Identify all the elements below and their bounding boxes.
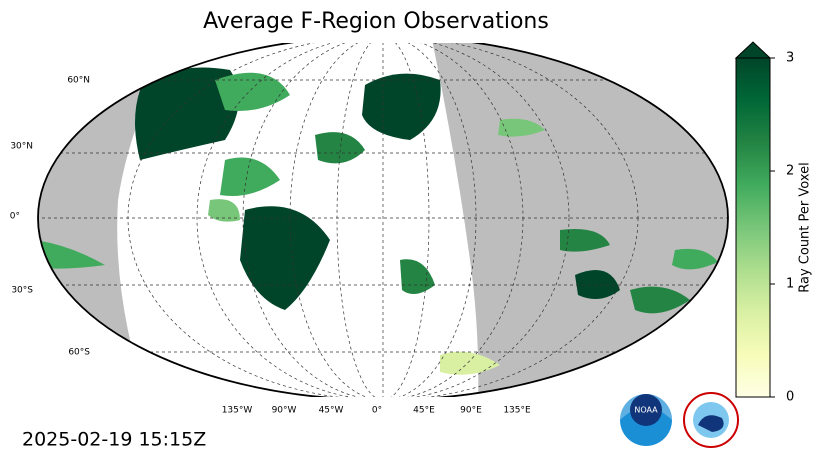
colorbar-label: Ray Count Per Voxel bbox=[798, 162, 813, 292]
colorbar-tick-label: 0 bbox=[786, 390, 794, 405]
map bbox=[37, 43, 729, 397]
colorbar bbox=[735, 57, 771, 398]
lon-label: 45°W bbox=[319, 406, 344, 416]
lon-label: 135°W bbox=[222, 406, 253, 416]
lat-label: 30°N bbox=[10, 142, 33, 152]
lat-label: 60°N bbox=[67, 76, 90, 86]
graticule bbox=[38, 43, 728, 397]
lat-label: 0° bbox=[10, 212, 20, 222]
colorbar-tick-label: 3 bbox=[786, 51, 794, 66]
lon-label: 0° bbox=[372, 406, 382, 416]
colorbar-tick-label: 1 bbox=[786, 277, 794, 292]
svg-text:NOAA: NOAA bbox=[634, 406, 658, 415]
colorbar-tick-label: 2 bbox=[786, 164, 794, 179]
lat-label: 60°S bbox=[68, 348, 90, 358]
timestamp: 2025-02-19 15:15Z bbox=[22, 429, 206, 451]
title: Average F-Region Observations bbox=[203, 9, 549, 34]
nws-logo bbox=[683, 392, 739, 448]
lon-label: 45°E bbox=[413, 406, 435, 416]
noaa-logo: NOAA bbox=[620, 394, 672, 446]
map-border bbox=[37, 43, 729, 397]
lon-label: 90°E bbox=[460, 406, 482, 416]
colorbar-extension bbox=[734, 41, 772, 59]
lon-label: 135°E bbox=[503, 406, 531, 416]
lat-label: 30°S bbox=[11, 286, 33, 296]
lon-label: 90°W bbox=[272, 406, 297, 416]
